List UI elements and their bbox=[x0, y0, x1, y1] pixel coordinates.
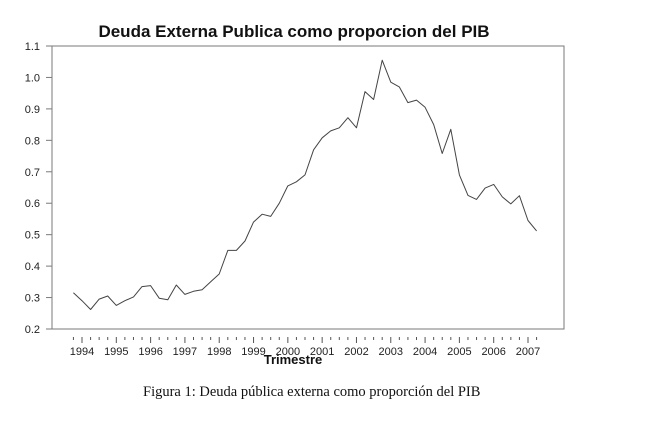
data-point bbox=[98, 298, 101, 301]
figure-caption: Figura 1: Deuda pública externa como pro… bbox=[143, 384, 481, 400]
data-point bbox=[398, 85, 401, 88]
data-point bbox=[209, 280, 212, 283]
data-point bbox=[226, 249, 229, 252]
x-tick-label: 2000 bbox=[276, 346, 300, 358]
x-tick-label: 2006 bbox=[481, 346, 505, 358]
x-tick-label: 1997 bbox=[173, 346, 197, 358]
data-point bbox=[252, 221, 255, 224]
data-point bbox=[467, 194, 470, 197]
data-point bbox=[295, 180, 298, 183]
data-point bbox=[458, 173, 461, 176]
y-tick-label: 0.2 bbox=[25, 324, 40, 336]
data-point bbox=[278, 202, 281, 205]
data-point bbox=[175, 284, 178, 287]
data-point bbox=[244, 240, 247, 243]
data-point bbox=[415, 99, 418, 102]
data-point bbox=[201, 288, 204, 291]
data-point bbox=[158, 297, 161, 300]
x-tick-label: 2003 bbox=[379, 346, 403, 358]
data-point bbox=[321, 136, 324, 139]
data-point bbox=[132, 295, 135, 298]
chart-title: Deuda Externa Publica como proporcion de… bbox=[98, 22, 489, 41]
data-point bbox=[338, 126, 341, 129]
data-point bbox=[501, 195, 504, 198]
data-point bbox=[89, 308, 92, 311]
data-point bbox=[475, 198, 478, 201]
y-tick-label: 0.8 bbox=[25, 135, 40, 147]
data-point bbox=[192, 290, 195, 293]
x-axis-label: Trimestre bbox=[264, 352, 323, 367]
y-axis: 0.2 0.3 0.4 0.5 0.6 0.7 0.8 0.9 1.0 1.1 bbox=[25, 41, 52, 336]
x-tick-label: 2001 bbox=[310, 346, 334, 358]
data-point bbox=[304, 173, 307, 176]
data-point bbox=[166, 298, 169, 301]
x-tick-label: 1996 bbox=[138, 346, 162, 358]
y-tick-label: 0.4 bbox=[25, 261, 40, 273]
data-point bbox=[432, 123, 435, 126]
data-point bbox=[123, 299, 126, 302]
data-point bbox=[509, 202, 512, 205]
y-tick-label: 0.5 bbox=[25, 230, 40, 242]
y-tick-label: 1.0 bbox=[25, 72, 40, 84]
x-tick-label: 1994 bbox=[70, 346, 94, 358]
x-tick-label: 2005 bbox=[447, 346, 471, 358]
data-point bbox=[518, 194, 521, 197]
data-point bbox=[269, 215, 272, 218]
data-point bbox=[527, 219, 530, 222]
y-tick-label: 1.1 bbox=[25, 41, 40, 53]
x-tick-label: 1999 bbox=[241, 346, 265, 358]
y-tick-label: 0.9 bbox=[25, 104, 40, 116]
data-point bbox=[484, 187, 487, 190]
x-tick-label: 2002 bbox=[344, 346, 368, 358]
data-point bbox=[346, 116, 349, 119]
data-point bbox=[441, 152, 444, 155]
data-point bbox=[115, 304, 118, 307]
data-point bbox=[81, 299, 84, 302]
x-tick-label: 1995 bbox=[104, 346, 128, 358]
y-tick-label: 0.3 bbox=[25, 293, 40, 305]
data-point bbox=[312, 148, 315, 151]
data-point bbox=[235, 249, 238, 252]
plot-frame bbox=[51, 45, 565, 330]
data-point bbox=[535, 229, 538, 232]
data-point bbox=[149, 284, 152, 287]
y-tick-label: 0.6 bbox=[25, 198, 40, 210]
data-point bbox=[183, 293, 186, 296]
data-point bbox=[492, 183, 495, 186]
data-point bbox=[406, 101, 409, 104]
data-point bbox=[261, 213, 264, 216]
data-point bbox=[389, 81, 392, 84]
series-line bbox=[73, 59, 537, 310]
x-axis: 1994 1995 1996 1997 1998 1999 2000 2001 2002 2003… bbox=[70, 337, 540, 358]
series-group bbox=[72, 59, 538, 311]
data-point bbox=[424, 106, 427, 109]
x-tick-label: 2007 bbox=[516, 346, 540, 358]
data-point bbox=[364, 90, 367, 93]
x-tick-label: 2004 bbox=[413, 346, 437, 358]
data-point bbox=[106, 295, 109, 298]
data-point bbox=[329, 129, 332, 132]
y-tick-label: 0.7 bbox=[25, 167, 40, 179]
data-point bbox=[449, 128, 452, 131]
data-point bbox=[141, 285, 144, 288]
data-point bbox=[286, 184, 289, 187]
data-point bbox=[381, 59, 384, 62]
data-point bbox=[355, 126, 358, 129]
data-point bbox=[72, 291, 75, 294]
data-point bbox=[218, 273, 221, 276]
data-point bbox=[372, 98, 375, 101]
x-tick-label: 1998 bbox=[207, 346, 231, 358]
